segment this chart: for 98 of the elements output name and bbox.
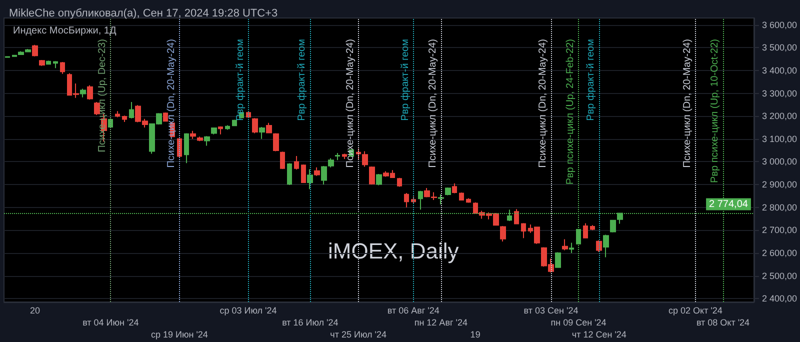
candlestick	[184, 132, 189, 164]
candlestick	[80, 88, 86, 98]
y-tick-label: 3 000,00	[762, 156, 798, 167]
x-tick-label: ср 03 Июл '24	[220, 306, 277, 316]
chart-title: MikleChe опубликовал(а), Сен 17, 2024 19:28 UTC+3	[9, 8, 278, 20]
candlestick	[60, 62, 65, 74]
candlestick	[197, 136, 203, 142]
y-tick-label: 3 500,00	[762, 42, 798, 53]
ref-line-label: Рвр психе-цикл (Up, 10-Oct-22)	[710, 39, 721, 183]
y-tick-label: 2 800,00	[762, 202, 798, 212]
candlestick	[590, 224, 595, 231]
candlestick	[342, 153, 347, 160]
candlestick	[287, 162, 292, 186]
candlestick	[94, 101, 100, 116]
candlestick	[129, 101, 134, 119]
candlestick	[266, 122, 272, 134]
candlestick	[218, 126, 223, 135]
y-tick-label: 2 500,00	[762, 270, 798, 281]
candlestick	[259, 126, 265, 140]
x-tick-label: чт 12 Сен '24	[572, 330, 626, 340]
candlestick	[87, 84, 93, 100]
candlestick	[307, 168, 313, 190]
ref-line-label: Психе-цикл (Dn, 20-May-24)	[537, 39, 548, 168]
candlestick	[232, 119, 237, 127]
candlestick	[397, 177, 402, 188]
candlestick	[211, 126, 217, 135]
candlestick	[335, 152, 340, 161]
x-tick-label: ср 02 Окт '24	[668, 306, 722, 316]
candlestick	[583, 222, 588, 239]
candlestick	[521, 222, 526, 239]
x-tick-label: пн 12 Авг '24	[414, 318, 468, 328]
candlestick	[418, 190, 423, 210]
x-tick-label: чт 25 Июл '24	[330, 330, 387, 340]
ref-line-label: Психе-цикл (Up, Dec-23)	[97, 39, 108, 152]
candlestick	[12, 54, 17, 58]
x-tick-label: 19	[470, 330, 480, 340]
candlestick	[294, 156, 299, 170]
candlestick	[514, 208, 519, 225]
candlestick	[500, 226, 506, 242]
x-tick-label: вт 08 Окт '24	[696, 318, 750, 328]
candlestick	[376, 174, 382, 186]
candlestick	[246, 110, 251, 118]
candlestick	[252, 118, 258, 134]
candlestick	[273, 132, 279, 152]
ref-line-label: Рвр фракт-й геом	[586, 38, 597, 121]
candlestick	[466, 198, 471, 204]
y-tick-label: 2 600,00	[762, 248, 798, 258]
ref-line-label: Психе-цикл (Dn, 20-May-24)	[166, 39, 177, 168]
candlestick	[603, 234, 609, 258]
x-tick-label: пн 09 Сен '24	[550, 318, 606, 328]
candlestick	[459, 192, 464, 201]
candlestick	[225, 124, 230, 130]
y-tick-label: 2 900,00	[762, 180, 798, 190]
candlestick	[438, 194, 444, 205]
candlestick	[610, 219, 616, 233]
candlestick	[53, 60, 58, 69]
ref-line-label: Психе-цикл (Dn, 20-May-24)	[682, 39, 693, 168]
y-tick-label: 3 100,00	[762, 134, 798, 144]
candlestick	[314, 166, 320, 176]
candlestick	[369, 166, 375, 186]
candlestick	[280, 151, 285, 170]
text: Индекс МосБиржи, 1Д	[13, 26, 116, 36]
candlestick	[39, 59, 45, 66]
y-tick-label: 2 700,00	[762, 225, 798, 236]
y-tick-label: 2 400,00	[762, 294, 798, 304]
ref-line-label: 2 774,04	[709, 198, 748, 210]
x-tick-label: ср 19 Июн '24	[150, 330, 208, 340]
candlestick	[301, 164, 306, 184]
candlestick	[569, 242, 574, 254]
x-tick-label: вт 04 Июн '24	[82, 318, 139, 328]
candlestick	[115, 110, 120, 118]
ref-line-label: Рвр психе-цикл (Up, 24-Feb-22)	[565, 39, 576, 185]
x-tick-label: 20	[30, 306, 40, 316]
x-tick-label: вт 06 Авг '24	[387, 306, 440, 316]
candlestick	[555, 252, 561, 268]
x-tick-label: вт 16 Июл '24	[282, 318, 338, 328]
candlestick	[122, 115, 127, 123]
y-tick-label: 3 400,00	[762, 65, 798, 76]
ref-line-label: Рвр фракт-й геом	[234, 38, 246, 121]
ref-line-label: Психе-цикл (Dn, 20-May-24)	[427, 39, 438, 168]
candlestick	[452, 182, 457, 194]
ref-line-label: Рвр фракт-й геом	[400, 38, 411, 121]
y-tick-label: 3 300,00	[762, 88, 798, 98]
x-tick-label: вт 03 Сен '24	[524, 306, 578, 316]
candlestick	[411, 196, 416, 204]
candlestick	[46, 60, 51, 66]
candlestick	[163, 112, 168, 122]
y-tick-label: 3 600,00	[762, 20, 798, 30]
ref-line-label: Психе-цикл (Dn, 20-May-24)	[344, 39, 356, 168]
candlestick	[204, 136, 210, 146]
candlestick	[562, 238, 568, 251]
ref-line-label: Рвр фракт-й геом	[296, 38, 308, 121]
candlestick	[190, 130, 196, 140]
candlestick	[404, 192, 409, 208]
candlestick	[445, 186, 451, 196]
candlestick	[362, 150, 368, 168]
y-tick-label: 3 200,00	[762, 111, 798, 122]
candlestick	[32, 44, 38, 57]
